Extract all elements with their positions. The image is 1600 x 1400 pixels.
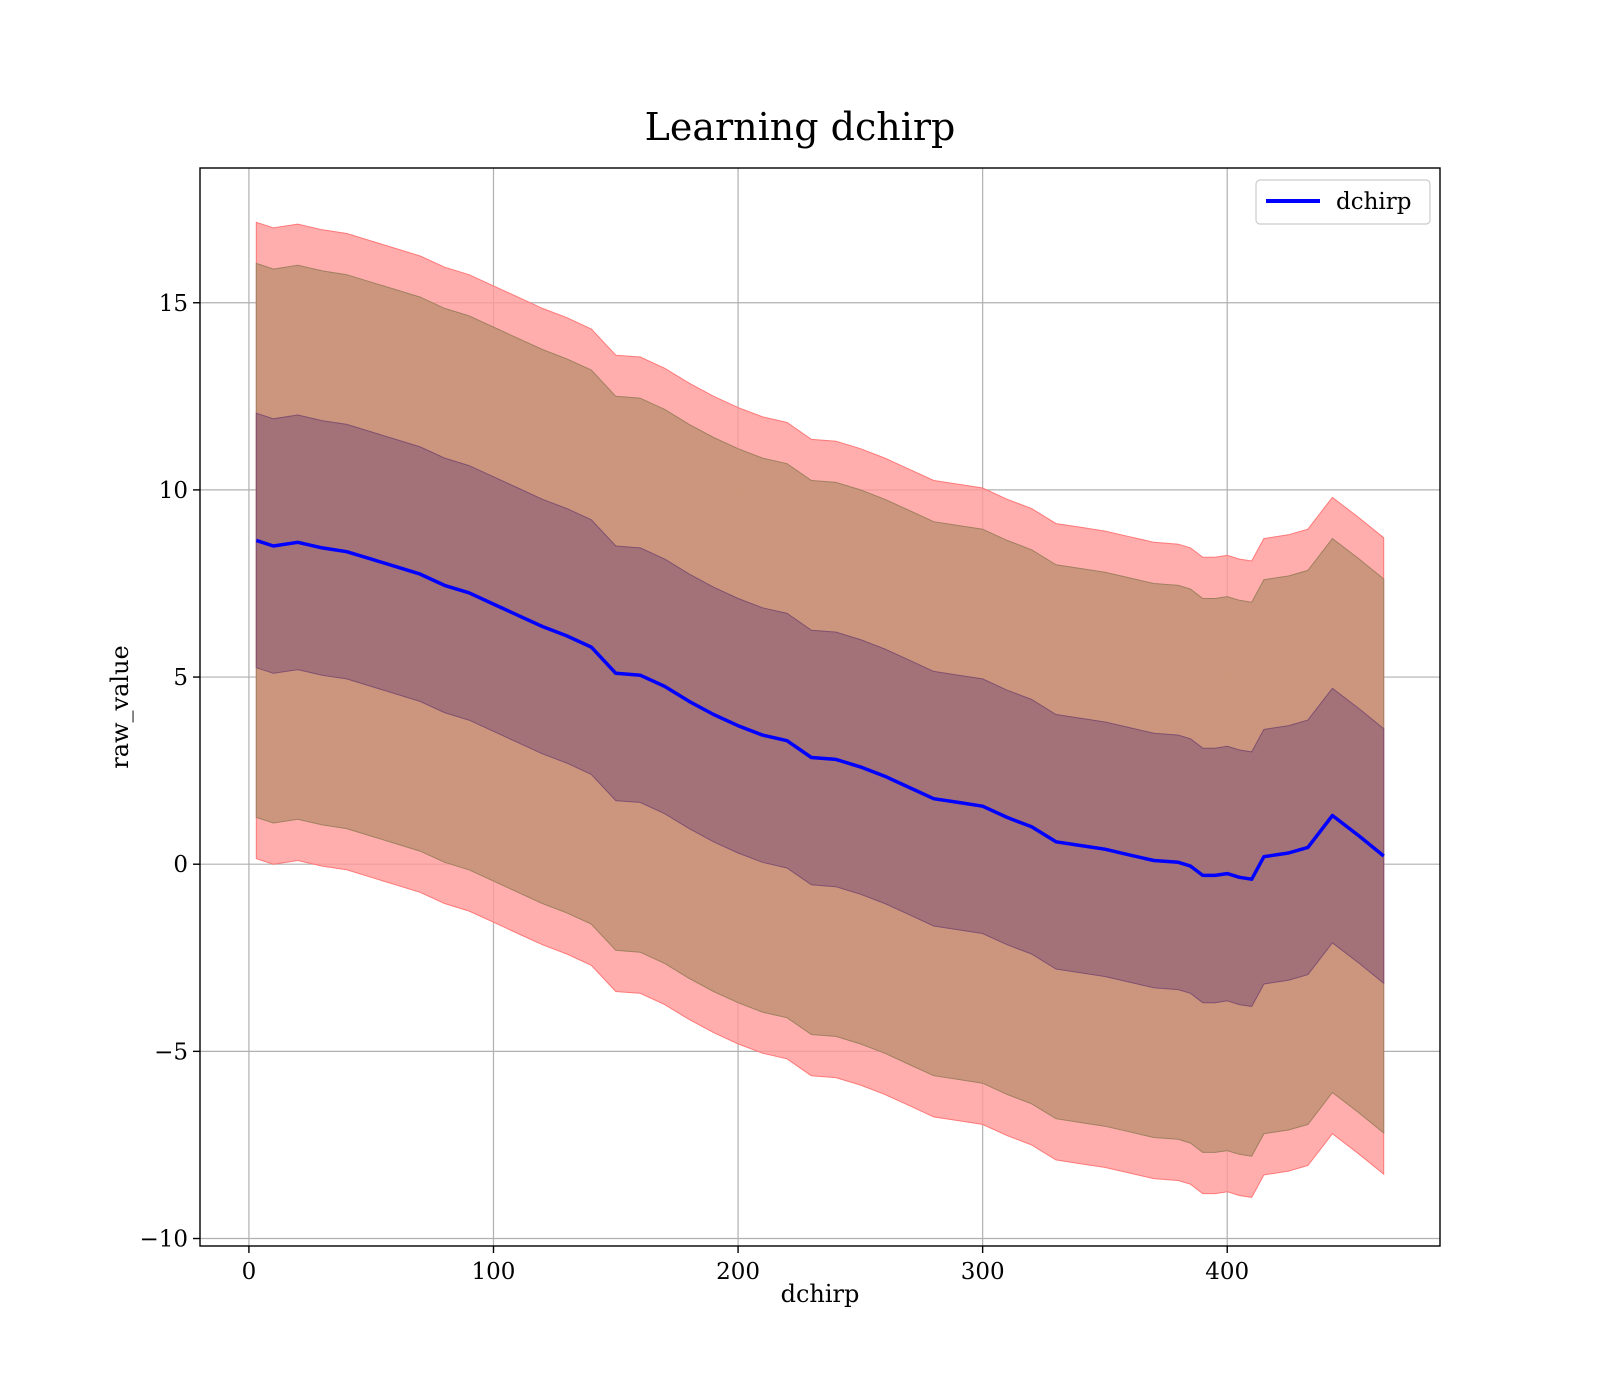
x-tick-label: 300 (961, 1259, 1005, 1285)
x-axis-label: dchirp (781, 1280, 860, 1308)
inner-confidence-band (255, 412, 1385, 1007)
y-tick-label: 10 (159, 478, 188, 504)
y-tick-label: 0 (173, 852, 188, 878)
y-tick-label: 15 (159, 291, 188, 317)
y-axis-label: raw_value (106, 645, 134, 769)
x-tick-label: 200 (716, 1259, 760, 1285)
legend-box (1255, 179, 1431, 225)
x-tick-label: 100 (472, 1259, 516, 1285)
legend-entry-dchirp: dchirp (1336, 189, 1412, 215)
band-layer (255, 221, 1385, 1198)
series-line-dchirp (255, 538, 1385, 881)
plot-frame (199, 167, 1441, 1247)
legend: dchirp (1255, 179, 1431, 225)
chart-title: Learning dchirp (645, 105, 956, 149)
y-tick-label: −10 (139, 1227, 188, 1253)
y-tick-label: −5 (154, 1039, 188, 1065)
line-layer (255, 538, 1385, 881)
x-tick-label: 0 (242, 1259, 257, 1285)
tick-layer: 0 100 200 300 400 −10 −5 0 5 10 15 (139, 291, 1249, 1285)
y-tick-label: 5 (173, 665, 188, 691)
x-tick-label: 400 (1205, 1259, 1249, 1285)
